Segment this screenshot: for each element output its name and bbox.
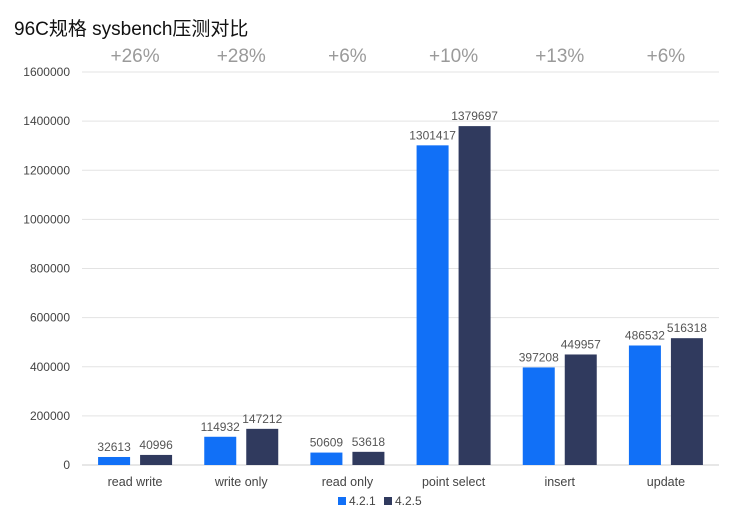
data-label: 53618 — [352, 435, 386, 449]
y-tick-label: 200000 — [30, 409, 70, 423]
x-tick-label: update — [647, 475, 685, 489]
y-tick-label: 600000 — [30, 311, 70, 325]
bar — [628, 345, 661, 465]
legend-label: 4.2.5 — [395, 494, 422, 508]
improvement-label: +6% — [328, 46, 367, 67]
y-tick-label: 1000000 — [23, 212, 70, 226]
y-tick-label: 800000 — [30, 262, 70, 276]
data-label: 114932 — [201, 420, 240, 434]
bar — [522, 367, 555, 465]
data-label: 486532 — [625, 328, 665, 342]
bar — [670, 338, 703, 465]
improvement-label: +26% — [111, 46, 160, 67]
legend-swatch — [338, 497, 346, 505]
data-label: 147212 — [242, 412, 282, 426]
improvement-label: +6% — [647, 46, 686, 67]
legend-label: 4.2.1 — [349, 494, 376, 508]
y-tick-label: 1200000 — [23, 163, 70, 177]
data-label: 1379697 — [451, 109, 498, 123]
bar — [246, 428, 279, 465]
bar — [310, 452, 343, 465]
x-tick-label: insert — [544, 475, 575, 489]
legend-swatch — [384, 497, 392, 505]
bar — [204, 436, 237, 465]
bar — [140, 454, 173, 465]
x-tick-label: point select — [422, 475, 486, 489]
data-label: 397208 — [519, 350, 559, 364]
y-tick-label: 1400000 — [23, 114, 70, 128]
x-tick-label: write only — [214, 475, 269, 489]
chart-title: 96C规格 sysbench压测对比 — [14, 19, 249, 40]
improvement-label: +13% — [535, 46, 584, 67]
bar — [416, 145, 449, 465]
data-label: 50609 — [310, 436, 344, 450]
bar — [458, 126, 491, 465]
x-tick-label: read only — [322, 475, 374, 489]
data-label: 32613 — [97, 440, 131, 454]
data-label: 516318 — [667, 321, 707, 335]
data-label: 1301417 — [409, 128, 456, 142]
x-tick-label: read write — [108, 475, 163, 489]
bar — [352, 451, 385, 465]
improvement-label: +10% — [429, 46, 478, 67]
data-label: 449957 — [561, 337, 601, 351]
y-tick-label: 0 — [63, 458, 70, 472]
y-tick-label: 400000 — [30, 360, 70, 374]
improvement-label: +28% — [217, 46, 266, 67]
y-tick-label: 1600000 — [23, 65, 70, 79]
data-label: 40996 — [139, 438, 173, 452]
bar — [564, 354, 597, 465]
bar — [98, 456, 131, 465]
